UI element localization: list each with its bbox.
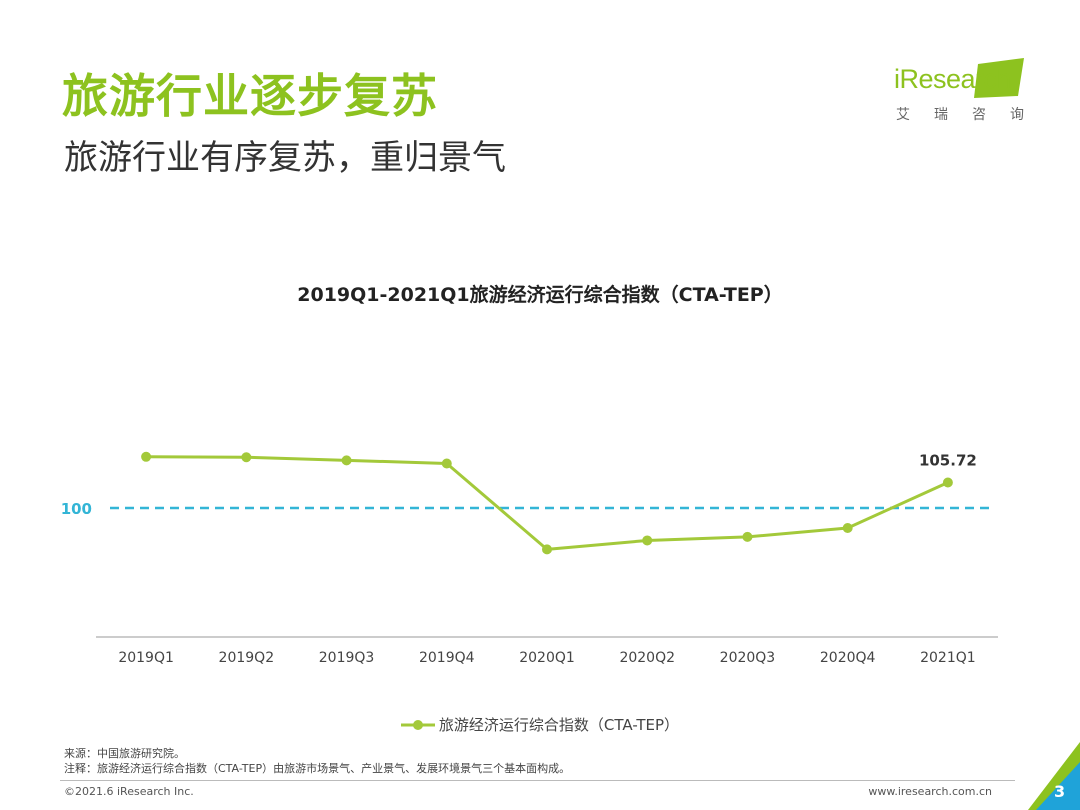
logo-chinese-name: 艾 瑞 咨 询	[896, 104, 1024, 124]
x-tick-label: 2020Q4	[820, 650, 876, 666]
logo-char: 瑞	[934, 107, 948, 123]
logo-wordmark: iResearch	[894, 64, 1012, 94]
data-point	[642, 535, 653, 546]
logo-char: 询	[1010, 107, 1024, 123]
data-point	[942, 477, 953, 488]
x-tick-label: 2019Q1	[118, 650, 174, 666]
logo-badge-icon	[974, 58, 1024, 98]
source-note: 来源：中国旅游研究院。	[64, 747, 185, 760]
x-tick-label: 2020Q3	[720, 650, 776, 666]
logo-char: 咨	[972, 107, 986, 123]
x-tick-label: 2020Q1	[519, 650, 575, 666]
chart-legend: 旅游经济运行综合指数（CTA-TEP）	[0, 714, 1080, 735]
x-tick-label: 2020Q2	[619, 650, 675, 666]
data-label: 105.72	[919, 452, 977, 470]
footnotes: 来源：中国旅游研究院。 注释：旅游经济运行综合指数（CTA-TEP）由旅游市场景…	[64, 746, 570, 776]
x-tick-label: 2019Q2	[219, 650, 275, 666]
data-point	[341, 455, 352, 466]
iresearch-logo: iResearch 艾 瑞 咨 询	[890, 58, 1030, 128]
page-subtitle: 旅游行业有序复苏，重归景气	[64, 138, 506, 178]
website-link[interactable]: www.iresearch.com.cn	[868, 785, 992, 798]
data-point	[842, 522, 853, 533]
explanation-note: 注释：旅游经济运行综合指数（CTA-TEP）由旅游市场景气、产业景气、发展环境景…	[64, 762, 571, 775]
logo-char: 艾	[896, 107, 910, 123]
legend-label: 旅游经济运行综合指数（CTA-TEP）	[438, 716, 680, 734]
page-number: 3	[1054, 782, 1066, 801]
data-point	[141, 451, 152, 462]
x-tick-label: 2019Q4	[419, 650, 475, 666]
corner-decoration-icon	[1028, 742, 1080, 810]
page-title: 旅游行业逐步复苏	[62, 69, 438, 123]
footer-divider	[60, 780, 1015, 781]
legend-line-marker-icon	[400, 719, 435, 730]
series-line	[146, 455, 949, 551]
data-point	[542, 544, 552, 555]
chart-title: 2019Q1-2021Q1旅游经济运行综合指数（CTA-TEP）	[297, 284, 783, 306]
data-point	[441, 458, 452, 469]
line-chart: 100 2019Q1 2019Q2 2019Q3 2019Q4 2020Q1 2020Q2 2…	[61, 451, 998, 666]
x-tick-label: 2019Q3	[319, 650, 375, 666]
data-point	[241, 452, 252, 463]
data-point	[742, 531, 753, 542]
copyright: ©2021.6 iResearch Inc.	[64, 785, 194, 798]
x-tick-label: 2021Q1	[920, 650, 976, 666]
reference-line-label: 100	[61, 500, 92, 518]
